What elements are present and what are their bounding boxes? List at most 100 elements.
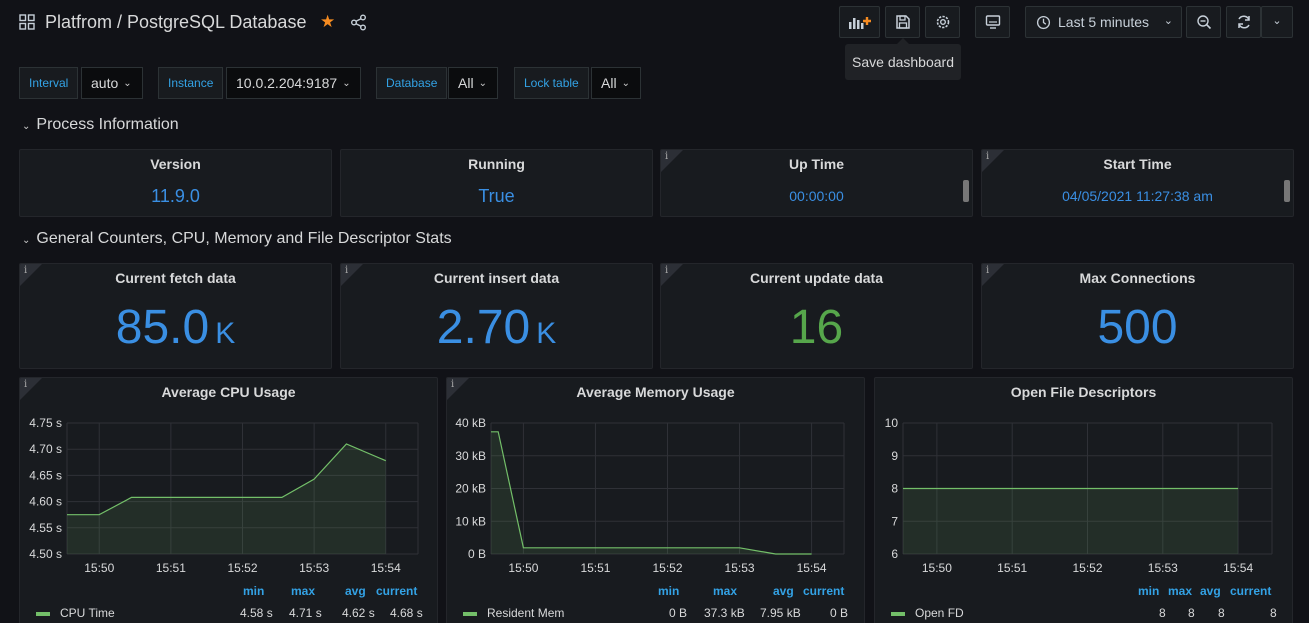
x-tick-label: 15:50 xyxy=(508,561,538,575)
panel-title: Max Connections xyxy=(1079,270,1196,286)
y-tick-label: 6 xyxy=(891,547,898,561)
info-icon[interactable]: i xyxy=(986,151,990,162)
info-icon[interactable]: i xyxy=(665,265,669,276)
y-tick-label: 8 xyxy=(891,482,898,496)
panel-title: Up Time xyxy=(789,156,844,172)
row-header-general-stats[interactable]: ⌄ General Counters, CPU, Memory and File … xyxy=(22,230,452,248)
panel-average-cpu-usage[interactable]: i Average CPU Usage 4.50 s 4.55 s 4.60 s 4.… xyxy=(19,377,438,623)
variable-value: All xyxy=(601,75,617,91)
legend-header-current[interactable]: current xyxy=(376,584,418,598)
legend-header-avg[interactable]: avg xyxy=(345,584,366,598)
panel-title: Current fetch data xyxy=(115,270,236,286)
variable-select-instance[interactable]: 10.0.2.204:9187 ⌄ xyxy=(226,67,361,99)
legend-header-min[interactable]: min xyxy=(658,584,680,598)
panel-running[interactable]: Running True xyxy=(340,149,653,217)
legend-series[interactable]: Open FD xyxy=(891,606,964,620)
x-tick-label: 15:51 xyxy=(580,561,610,575)
info-icon[interactable]: i xyxy=(24,379,28,390)
panel-title: Average Memory Usage xyxy=(576,384,735,400)
legend-header-max[interactable]: max xyxy=(291,584,316,598)
variable-select-interval[interactable]: auto ⌄ xyxy=(81,67,143,99)
series-line xyxy=(491,431,812,555)
info-icon[interactable]: i xyxy=(24,265,28,276)
legend-header-max[interactable]: max xyxy=(713,584,738,598)
legend-header-current[interactable]: current xyxy=(803,584,845,598)
panel-max-connections[interactable]: i Max Connections 500 xyxy=(981,263,1294,369)
stat-value: 2.70 xyxy=(436,301,531,354)
legend-header-current[interactable]: current xyxy=(1230,584,1272,598)
panel-open-file-descriptors[interactable]: Open File Descriptors 6 7 8 9 10 15:50 15:51 15… xyxy=(874,377,1293,623)
add-panel-button[interactable] xyxy=(839,6,880,38)
panel-version[interactable]: Version 11.9.0 xyxy=(19,149,332,217)
info-icon[interactable]: i xyxy=(665,151,669,162)
info-icon[interactable]: i xyxy=(986,265,990,276)
y-tick-label: 10 xyxy=(885,416,899,430)
variable-value: 10.0.2.204:9187 xyxy=(236,75,338,91)
scrollbar[interactable] xyxy=(963,180,969,202)
scrollbar[interactable] xyxy=(1284,180,1290,202)
refresh-icon xyxy=(1237,15,1250,29)
legend-header-avg[interactable]: avg xyxy=(1200,584,1221,598)
x-tick-label: 15:51 xyxy=(156,561,186,575)
series-swatch xyxy=(36,611,50,616)
panel-current-fetch-data[interactable]: i Current fetch data 85.0 K xyxy=(19,263,332,369)
panel-current-update-data[interactable]: i Current update data 16 xyxy=(660,263,973,369)
row-title: Process Information xyxy=(36,116,179,133)
x-tick-label: 15:50 xyxy=(922,561,952,575)
info-icon[interactable]: i xyxy=(451,379,455,390)
panel-average-memory-usage[interactable]: i Average Memory Usage 0 B 10 kB 20 kB 30 k… xyxy=(446,377,865,623)
save-dashboard-button[interactable] xyxy=(885,6,920,38)
legend-series[interactable]: Resident Mem xyxy=(463,606,564,620)
tv-mode-button[interactable] xyxy=(975,6,1010,38)
legend-series[interactable]: CPU Time xyxy=(36,606,115,620)
legend-current: 4.68 s xyxy=(390,606,423,620)
x-tick-label: 15:54 xyxy=(1223,561,1253,575)
info-corner xyxy=(447,378,469,400)
add-panel-icon xyxy=(848,17,871,29)
x-tick-label: 15:52 xyxy=(227,561,257,575)
refresh-interval-dropdown[interactable]: ⌄ xyxy=(1261,6,1293,38)
legend-min: 0 B xyxy=(669,606,688,620)
legend-header-min[interactable]: min xyxy=(243,584,265,598)
legend-max: 37.3 kB xyxy=(704,606,745,620)
time-picker[interactable]: Last 5 minutes ⌄ xyxy=(1025,6,1182,38)
x-tick-label: 15:54 xyxy=(371,561,401,575)
refresh-button[interactable] xyxy=(1226,6,1261,38)
legend-header-avg[interactable]: avg xyxy=(773,584,794,598)
x-tick-label: 15:53 xyxy=(299,561,329,575)
chevron-down-icon: ⌄ xyxy=(22,235,31,246)
info-corner xyxy=(341,264,363,286)
legend-header-max[interactable]: max xyxy=(1168,584,1193,598)
legend-header-min[interactable]: min xyxy=(1138,584,1160,598)
chevron-down-icon: ⌄ xyxy=(123,77,132,89)
variable-select-lock-table[interactable]: All ⌄ xyxy=(591,67,641,99)
info-corner xyxy=(20,378,42,400)
y-tick-label: 9 xyxy=(891,449,898,463)
row-header-process-information[interactable]: ⌄ Process Information xyxy=(22,116,179,134)
share-icon[interactable] xyxy=(350,14,367,31)
star-icon[interactable]: ★ xyxy=(320,12,336,31)
zoom-out-icon xyxy=(1196,15,1211,30)
dashboard-title[interactable]: Platfrom / PostgreSQL Database xyxy=(45,12,307,32)
info-icon[interactable]: i xyxy=(345,265,349,276)
legend-series-name: CPU Time xyxy=(60,606,115,620)
chevron-down-icon: ⌄ xyxy=(621,77,630,89)
panel-current-insert-data[interactable]: i Current insert data 2.70 K xyxy=(340,263,653,369)
variable-select-database[interactable]: All ⌄ xyxy=(448,67,498,99)
cpu-usage-chart[interactable]: 4.50 s 4.55 s 4.60 s 4.65 s 4.70 s 4.75 s 15:5… xyxy=(20,378,438,623)
legend-series-name: Open FD xyxy=(915,606,964,620)
save-dashboard-tooltip: Save dashboard xyxy=(845,38,961,80)
panel-title: Current update data xyxy=(749,270,883,286)
panel-up-time[interactable]: i Up Time 00:00:00 xyxy=(660,149,973,217)
memory-usage-chart[interactable]: 0 B 10 kB 20 kB 30 kB 40 kB 15:50 15:51 15:52 15… xyxy=(447,378,865,623)
settings-button[interactable] xyxy=(925,6,960,38)
zoom-out-button[interactable] xyxy=(1186,6,1221,38)
stat-value: 04/05/2021 11:27:38 am xyxy=(1062,188,1213,204)
stat-value: 16 xyxy=(789,301,844,354)
stat-value-block: 2.70 K xyxy=(341,300,652,355)
panel-start-time[interactable]: i Start Time 04/05/2021 11:27:38 am xyxy=(981,149,1294,217)
y-tick-label: 4.60 s xyxy=(29,495,62,509)
legend-avg: 7.95 kB xyxy=(760,606,801,620)
panel-title: Running xyxy=(468,156,525,172)
open-fd-chart[interactable]: 6 7 8 9 10 15:50 15:51 15:52 15:53 15:54 xyxy=(875,378,1293,623)
